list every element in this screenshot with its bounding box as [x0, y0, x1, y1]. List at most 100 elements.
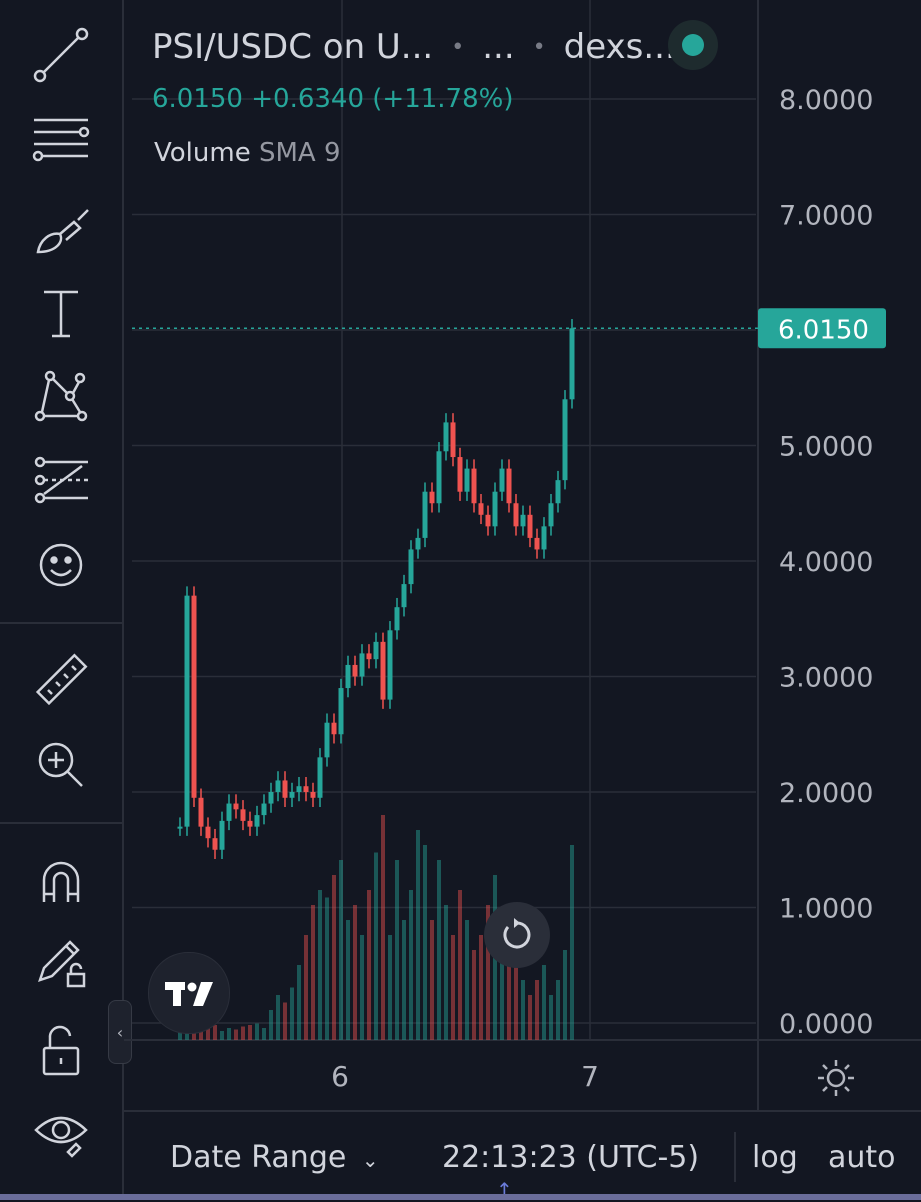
price-chart[interactable]: 8.00007.00006.00005.00004.00003.00002.00… — [124, 0, 921, 1110]
candle-body — [359, 653, 365, 677]
candle-body — [527, 514, 533, 538]
collapse-toolbar-button[interactable]: ‹ — [108, 1000, 132, 1064]
volume-bar — [465, 920, 469, 1040]
symbol-header[interactable]: PSI/USDC on U... • ... • dexs... — [152, 24, 742, 70]
candle-body — [282, 780, 288, 798]
prediction-icon[interactable] — [26, 446, 96, 516]
candle-body — [268, 792, 274, 804]
candle-body — [233, 803, 239, 810]
magnet-icon[interactable] — [26, 846, 96, 916]
time-tick-label: 6 — [331, 1060, 349, 1093]
candle-body — [471, 468, 477, 504]
candle-body — [261, 803, 267, 816]
candle-body — [464, 468, 470, 492]
price-change-pct: (+11.78%) — [372, 84, 514, 114]
price-tick-label: 8.0000 — [779, 85, 873, 116]
eye-icon[interactable] — [26, 1096, 96, 1166]
volume-bar — [325, 897, 329, 1040]
volume-bar — [507, 965, 511, 1040]
candle-body — [366, 653, 372, 660]
volume-bar — [409, 890, 413, 1040]
date-range-button[interactable]: Date Range ⌄ — [170, 1140, 379, 1175]
pattern-icon[interactable] — [26, 360, 96, 430]
drawing-toolbar — [0, 0, 124, 1200]
unlock-icon[interactable] — [26, 1016, 96, 1086]
volume-bar — [234, 1029, 238, 1040]
volume-bar — [374, 852, 378, 1040]
volume-bar — [290, 987, 294, 1040]
price-tick-label: 0.0000 — [779, 1009, 873, 1040]
candle-body — [373, 641, 379, 660]
tradingview-logo-icon[interactable] — [148, 952, 230, 1034]
fib-retracement-icon[interactable] — [26, 104, 96, 174]
ruler-icon[interactable] — [26, 646, 96, 716]
symbol-name[interactable]: PSI/USDC on U... — [152, 27, 434, 67]
candle-body — [352, 664, 358, 677]
reset-chart-icon[interactable] — [484, 902, 550, 968]
candle-body — [485, 514, 491, 527]
candle-body — [541, 526, 547, 550]
candle-body — [226, 803, 232, 821]
candle-body — [422, 491, 428, 538]
settings-gear-icon[interactable] — [816, 1058, 856, 1098]
time-tick-label: 7 — [581, 1060, 599, 1093]
volume-legend[interactable]: Volume SMA 9 — [154, 138, 341, 168]
lock-drawings-icon[interactable] — [26, 926, 96, 996]
emoji-icon[interactable] — [26, 530, 96, 600]
candle-body — [331, 722, 337, 735]
exchange-name[interactable]: dexs... — [563, 27, 676, 67]
volume-bar — [213, 1025, 217, 1040]
price-legend: 6.0150 +0.6340 (+11.78%) — [152, 84, 514, 114]
volume-bar — [570, 845, 574, 1040]
candle-body — [394, 607, 400, 631]
volume-bar — [402, 920, 406, 1040]
candle-body — [506, 468, 512, 504]
candle-body — [205, 826, 211, 839]
candle-body — [310, 792, 316, 798]
volume-bar — [339, 860, 343, 1040]
current-price-tag-bg — [758, 308, 886, 349]
candle-body — [520, 514, 526, 527]
volume-bar — [297, 965, 301, 1040]
price-tick-label: 2.0000 — [779, 778, 873, 809]
trendline-icon[interactable] — [26, 20, 96, 90]
candle-body — [555, 480, 561, 504]
candle-body — [499, 468, 505, 492]
volume-bar — [395, 860, 399, 1040]
interval-name[interactable]: ... — [482, 27, 515, 67]
candle-body — [492, 491, 498, 527]
volume-bar — [311, 905, 315, 1040]
home-indicator-strip — [0, 1194, 921, 1200]
volume-bar — [276, 995, 280, 1040]
market-status[interactable] — [668, 20, 718, 70]
volume-bar — [472, 950, 476, 1040]
chart-pane[interactable]: 8.00007.00006.00005.00004.00003.00002.00… — [124, 0, 921, 1110]
volume-bar — [360, 935, 364, 1040]
volume-bar — [388, 935, 392, 1040]
last-price: 6.0150 — [152, 84, 243, 114]
price-tick-label: 7.0000 — [779, 201, 873, 232]
text-icon[interactable] — [26, 278, 96, 348]
candle-body — [408, 549, 414, 585]
price-tick-label: 1.0000 — [779, 894, 873, 925]
volume-bar — [451, 935, 455, 1040]
brush-icon[interactable] — [26, 196, 96, 266]
toolbar-divider — [0, 822, 122, 824]
clock-display[interactable]: 22:13:23 (UTC-5) — [442, 1140, 700, 1175]
volume-bar — [262, 1028, 266, 1040]
log-scale-toggle[interactable]: log — [752, 1140, 798, 1175]
volume-bar — [318, 890, 322, 1040]
separator-dot: • — [451, 34, 465, 60]
volume-bar — [283, 1002, 287, 1040]
zoom-in-icon[interactable] — [26, 730, 96, 800]
volume-bar — [353, 905, 357, 1040]
date-range-label: Date Range — [170, 1140, 347, 1175]
candle-body — [443, 422, 449, 452]
price-tick-label: 4.0000 — [779, 547, 873, 578]
volume-indicator-param: SMA 9 — [258, 138, 341, 168]
candle-body — [401, 584, 407, 608]
auto-scale-toggle[interactable]: auto — [828, 1140, 896, 1175]
candle-body — [387, 630, 393, 700]
current-price-label: 6.0150 — [778, 315, 869, 345]
volume-bar — [521, 980, 525, 1040]
